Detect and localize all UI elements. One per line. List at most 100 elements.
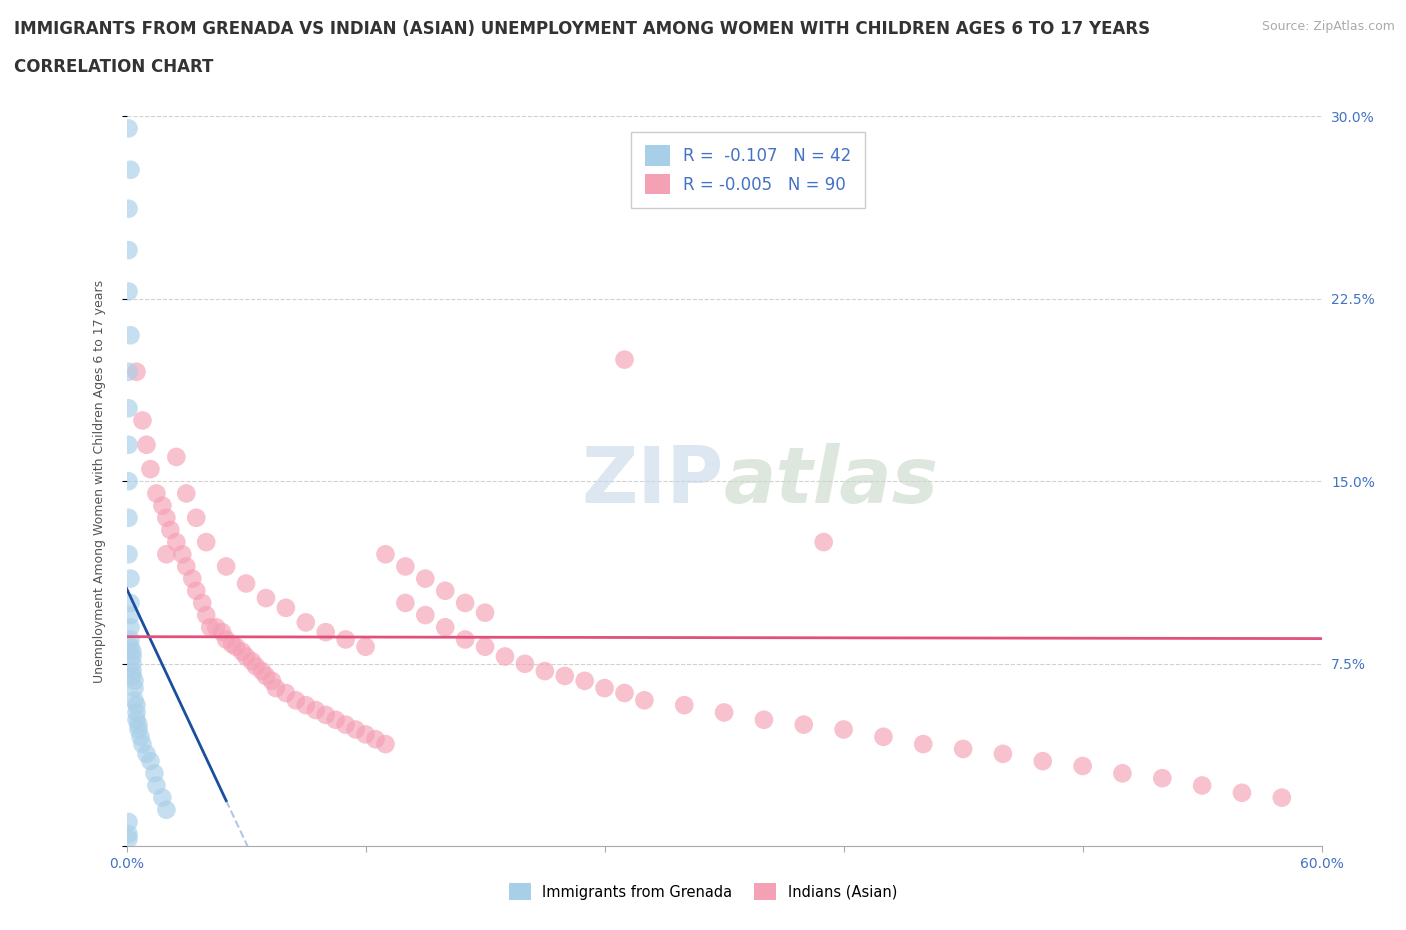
Point [240, 654, 263, 669]
Point [793, 717, 815, 732]
Point [335, 632, 357, 647]
Point [135, 747, 157, 762]
Point [205, 620, 228, 635]
Point [513, 657, 536, 671]
Point [165, 449, 187, 464]
Point [454, 632, 477, 647]
Point [120, 163, 142, 178]
Point [129, 729, 152, 744]
Point [181, 571, 204, 586]
Point [394, 559, 416, 574]
Point [274, 601, 297, 616]
Point [912, 737, 935, 751]
Point [150, 790, 174, 805]
Point [191, 595, 214, 610]
Point [215, 632, 238, 647]
Point [574, 673, 596, 688]
Point [315, 625, 337, 640]
Point [155, 803, 177, 817]
Point [174, 559, 197, 574]
Point [474, 605, 496, 620]
Point [235, 649, 257, 664]
Point [121, 644, 143, 659]
Point [211, 625, 233, 640]
Point [354, 727, 377, 742]
Point [813, 535, 835, 550]
Text: ZIP: ZIP [582, 444, 724, 519]
Point [117, 365, 139, 379]
Point [165, 535, 187, 550]
Point [434, 620, 457, 635]
Point [1111, 766, 1133, 781]
Point [294, 615, 316, 630]
Point [245, 658, 267, 673]
Point [150, 498, 174, 513]
Point [394, 595, 416, 610]
Point [155, 547, 177, 562]
Point [872, 729, 894, 744]
Point [1230, 785, 1253, 800]
Point [294, 698, 316, 712]
Point [117, 815, 139, 830]
Point [120, 595, 142, 610]
Point [991, 747, 1014, 762]
Text: IMMIGRANTS FROM GRENADA VS INDIAN (ASIAN) UNEMPLOYMENT AMONG WOMEN WITH CHILDREN: IMMIGRANTS FROM GRENADA VS INDIAN (ASIAN… [14, 20, 1150, 38]
Point [117, 201, 139, 216]
Point [131, 413, 153, 428]
Point [127, 717, 149, 732]
Point [117, 284, 139, 299]
Point [117, 401, 139, 416]
Point [284, 693, 307, 708]
Point [344, 722, 367, 737]
Point [250, 664, 273, 679]
Point [1152, 771, 1174, 786]
Point [121, 649, 143, 664]
Point [335, 717, 357, 732]
Point [354, 639, 377, 654]
Point [235, 576, 257, 591]
Point [225, 639, 247, 654]
Point [120, 620, 142, 635]
Point [159, 523, 181, 538]
Point [713, 705, 735, 720]
Point [139, 753, 162, 768]
Point [1191, 778, 1213, 793]
Point [305, 702, 328, 717]
Point [120, 639, 142, 654]
Point [260, 673, 283, 688]
Point [117, 511, 139, 525]
Point [1071, 759, 1094, 774]
Point [125, 705, 148, 720]
Point [127, 722, 149, 737]
Point [121, 669, 143, 684]
Point [120, 571, 142, 586]
Point [533, 664, 555, 679]
Point [413, 607, 436, 622]
Point [633, 693, 655, 708]
Point [120, 607, 142, 622]
Point [195, 607, 218, 622]
Point [117, 547, 139, 562]
Point [374, 737, 396, 751]
Text: CORRELATION CHART: CORRELATION CHART [14, 58, 214, 75]
Point [274, 685, 297, 700]
Point [454, 595, 477, 610]
Y-axis label: Unemployment Among Women with Children Ages 6 to 17 years: Unemployment Among Women with Children A… [93, 280, 105, 683]
Point [125, 712, 148, 727]
Point [613, 352, 636, 367]
Point [139, 461, 162, 476]
Point [172, 547, 194, 562]
Point [121, 657, 143, 671]
Point [374, 547, 396, 562]
Point [117, 243, 139, 258]
Point [231, 644, 253, 659]
Point [186, 511, 208, 525]
Point [613, 685, 636, 700]
Point [143, 766, 166, 781]
Legend: R =  -0.107   N = 42, R = -0.005   N = 90: R = -0.107 N = 42, R = -0.005 N = 90 [631, 132, 865, 207]
Point [952, 741, 974, 756]
Point [186, 583, 208, 598]
Point [494, 649, 516, 664]
Point [124, 681, 146, 696]
Point [325, 712, 347, 727]
